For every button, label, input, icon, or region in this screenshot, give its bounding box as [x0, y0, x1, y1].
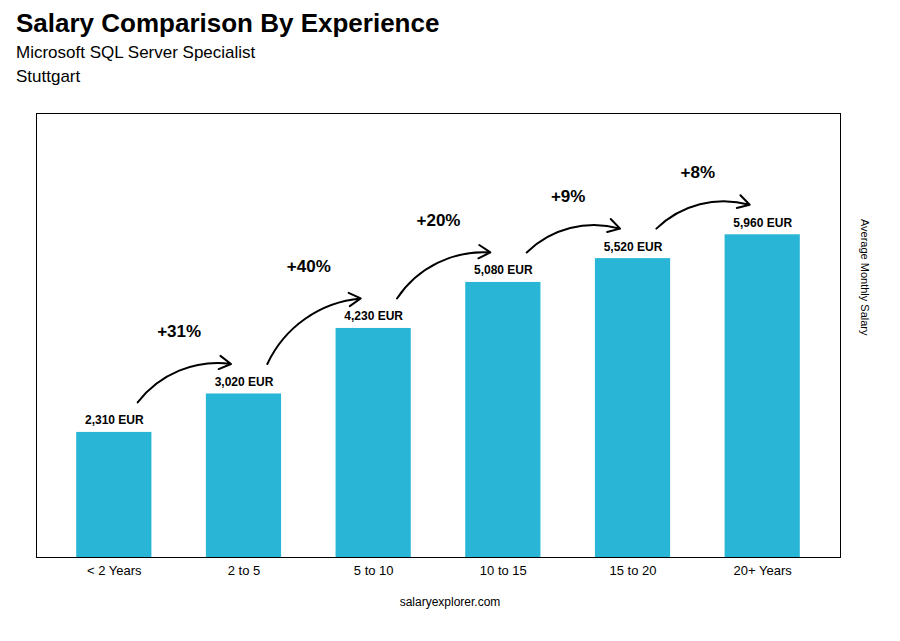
svg-text:Average Monthly Salary: Average Monthly Salary	[859, 219, 871, 336]
html-text:Microsoft SQL Server Specialis: Microsoft SQL Server Specialist	[16, 43, 256, 62]
svg-text:20+ Years: 20+ Years	[734, 563, 793, 578]
svg-text:10 to 15: 10 to 15	[480, 563, 527, 578]
svg-text:5,080 EUR: 5,080 EUR	[474, 263, 533, 277]
svg-text:+8%: +8%	[681, 163, 716, 182]
svg-text:3,020 EUR: 3,020 EUR	[215, 375, 274, 389]
svg-text:+20%: +20%	[417, 211, 461, 230]
html-text:Stuttgart: Stuttgart	[16, 67, 81, 86]
svg-text:2,310 EUR: 2,310 EUR	[85, 413, 144, 427]
svg-text:< 2 Years: < 2 Years	[87, 563, 142, 578]
svg-text:+40%: +40%	[287, 257, 331, 276]
svg-text:5,520 EUR: 5,520 EUR	[604, 240, 663, 254]
svg-text:5,960 EUR: 5,960 EUR	[733, 216, 792, 230]
svg-text:5 to 10: 5 to 10	[354, 563, 394, 578]
svg-text:4,230 EUR: 4,230 EUR	[344, 309, 403, 323]
html-text:salaryexplorer.com: salaryexplorer.com	[399, 595, 501, 609]
svg-text:15 to 20: 15 to 20	[610, 563, 657, 578]
svg-text:2 to 5: 2 to 5	[228, 563, 261, 578]
svg-text:+31%: +31%	[157, 322, 201, 341]
svg-text:+9%: +9%	[551, 187, 586, 206]
html-text:Salary Comparison By Experienc: Salary Comparison By Experience	[16, 8, 440, 38]
